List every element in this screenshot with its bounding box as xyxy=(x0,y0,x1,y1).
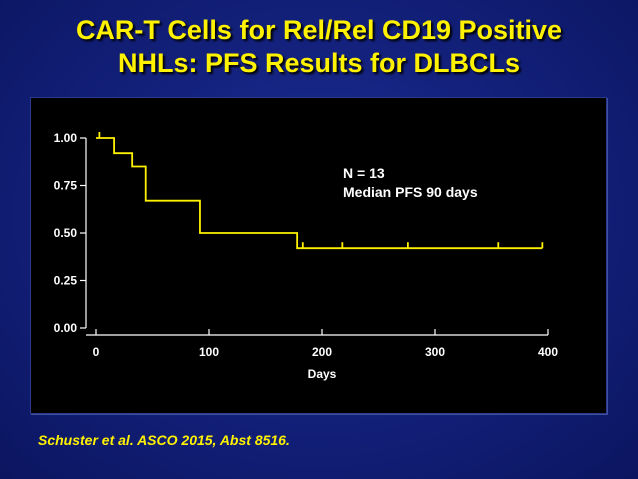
x-axis-label: Days xyxy=(308,367,337,381)
title-line-2: NHLs: PFS Results for DLBCLs xyxy=(117,48,521,78)
pfs-chart: 0.00 0.25 0.50 0.75 1.00 0 100 200 300 400 Days N =… xyxy=(30,97,607,414)
y-tick-label: 0.00 xyxy=(54,321,78,335)
x-tick-label: 0 xyxy=(93,345,100,359)
median-pfs-annotation: Median PFS 90 days xyxy=(343,184,478,200)
citation: Schuster et al. ASCO 2015, Abst 8516. xyxy=(38,432,290,448)
y-tick-label: 0.50 xyxy=(54,226,78,240)
x-tick-label: 400 xyxy=(538,345,558,359)
x-tick-label: 100 xyxy=(199,345,219,359)
n-count-annotation: N = 13 xyxy=(343,165,385,181)
x-tick-label: 200 xyxy=(312,345,332,359)
x-tick-label: 300 xyxy=(425,345,445,359)
y-tick-label: 0.25 xyxy=(54,274,78,288)
title-line-1: CAR-T Cells for Rel/Rel CD19 Positive xyxy=(75,15,563,45)
y-tick-label: 0.75 xyxy=(54,179,78,193)
pfs-step-curve xyxy=(96,137,543,250)
pfs-chart-svg: 0.00 0.25 0.50 0.75 1.00 0 100 200 300 400 Days N =… xyxy=(54,131,559,381)
slide-title: CAR-T Cells for Rel/Rel CD19 Positive NH… xyxy=(0,14,638,80)
y-tick-label: 1.00 xyxy=(54,131,78,145)
